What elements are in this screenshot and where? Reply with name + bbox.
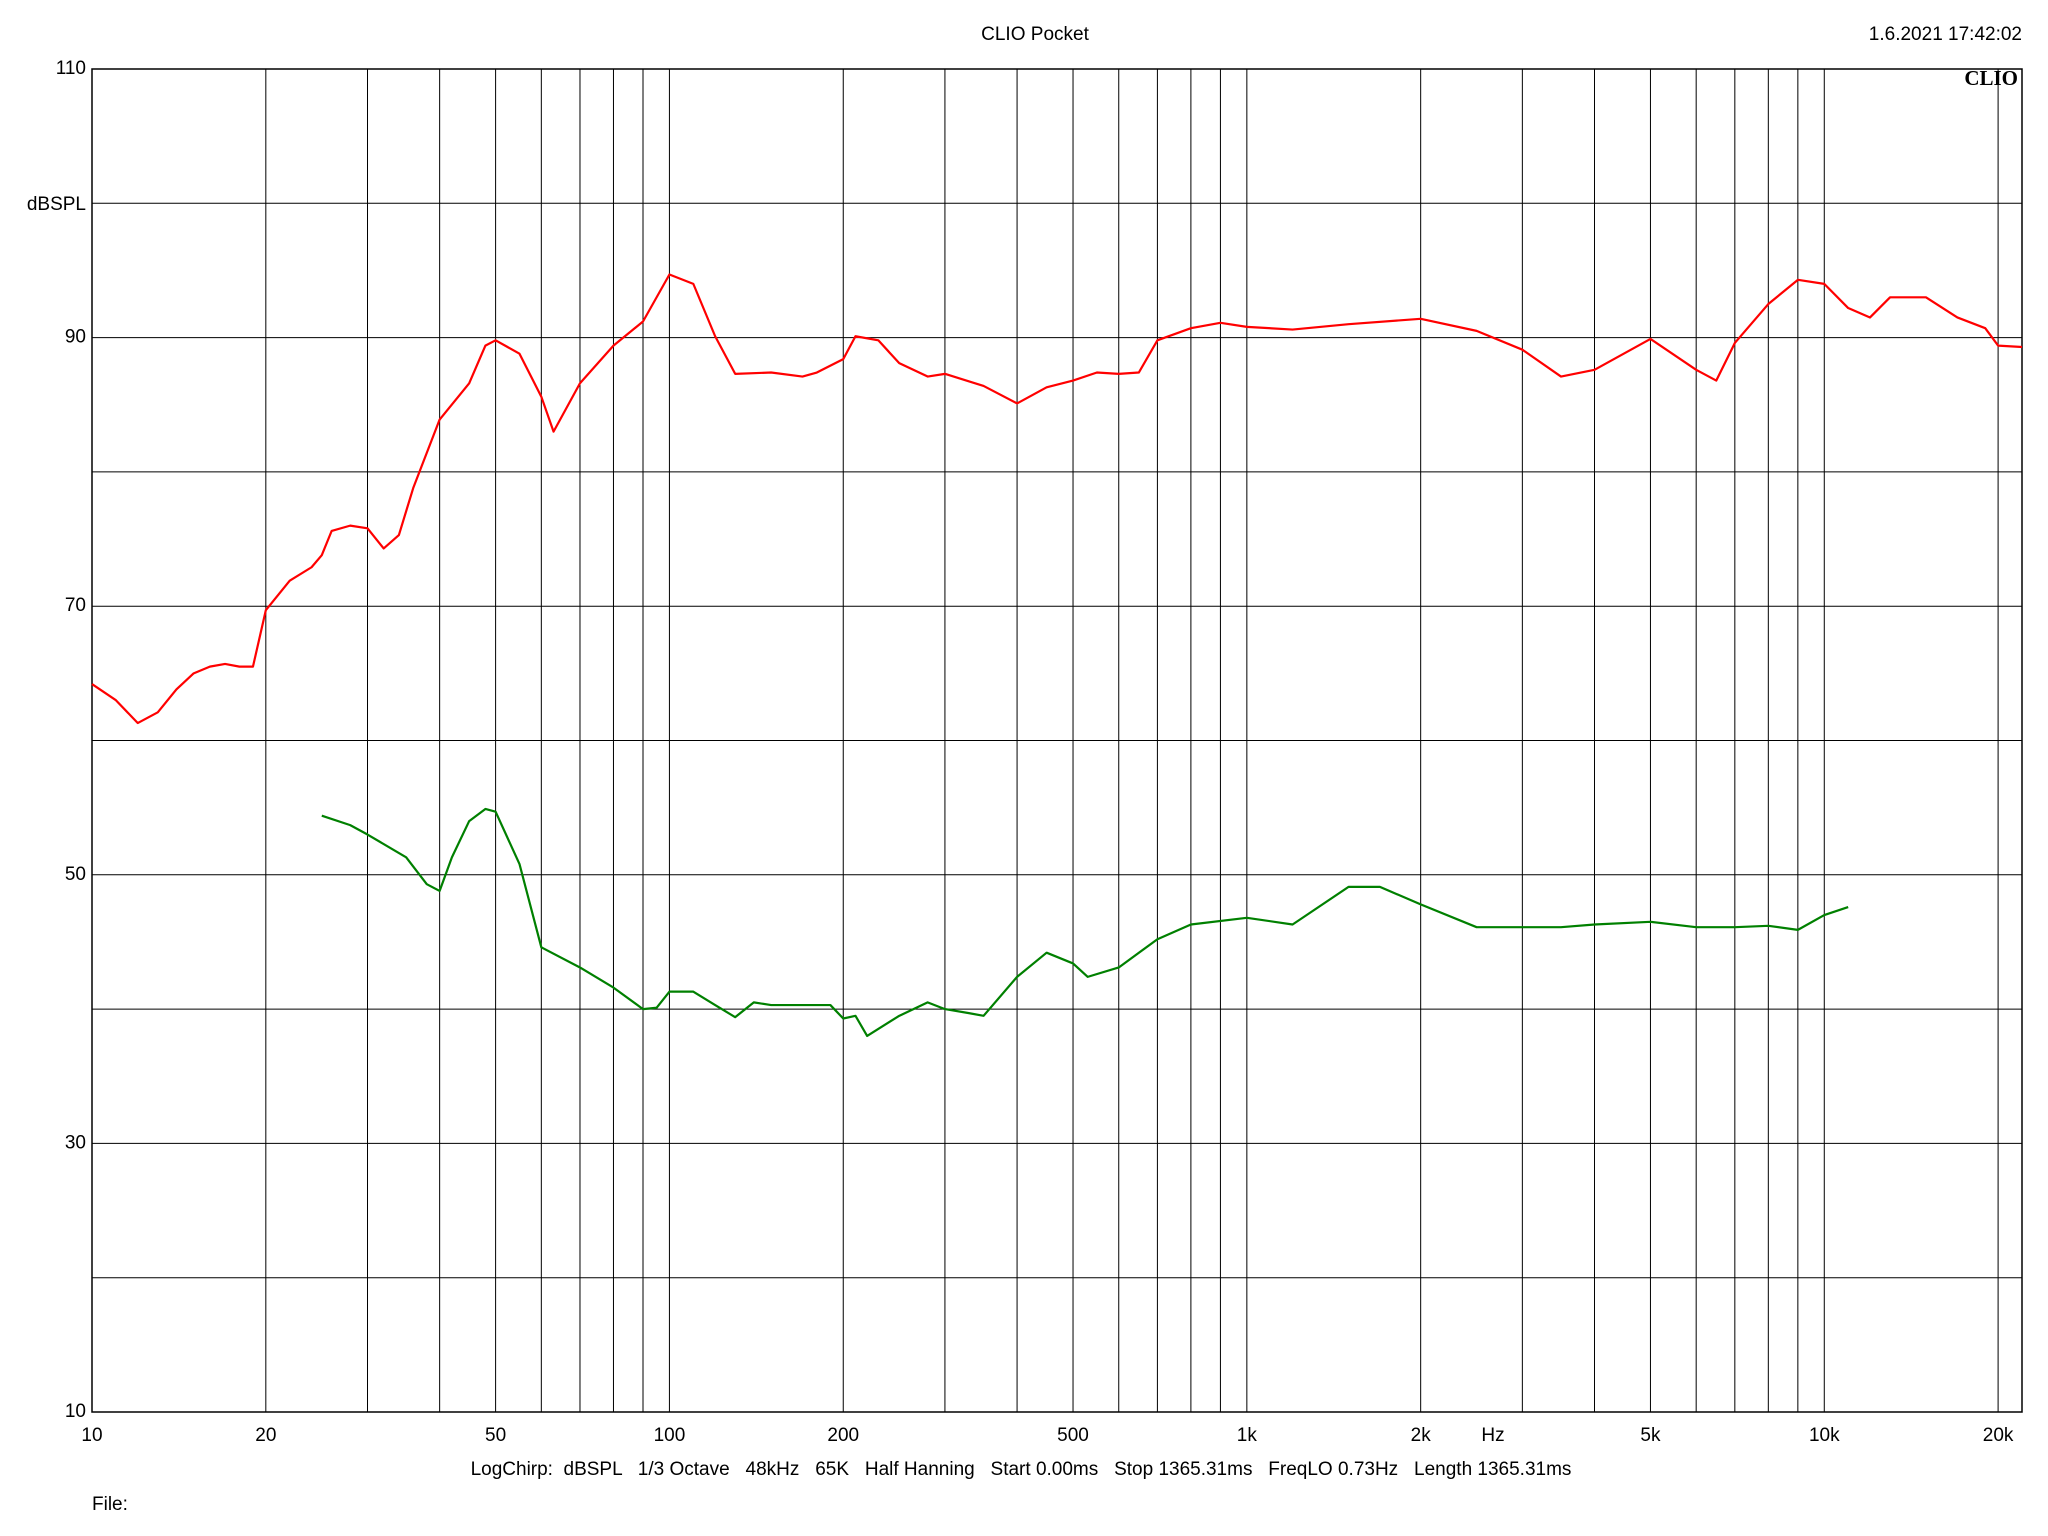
y-tick-label: 90 — [65, 327, 86, 348]
y-tick-label: 70 — [65, 595, 86, 616]
x-axis-label: Hz — [1481, 1425, 1504, 1446]
x-tick-label: 50 — [485, 1425, 506, 1446]
x-tick-label: 2k — [1411, 1425, 1432, 1446]
plot-frame — [91, 68, 2023, 1413]
x-tick-label: 1k — [1237, 1425, 1258, 1446]
series-line — [91, 273, 2023, 725]
y-tick-label: 110 — [56, 58, 86, 79]
file-label: File: — [92, 1494, 128, 1515]
x-tick-label: 20k — [1983, 1425, 2014, 1446]
y-tick-label: 10 — [65, 1401, 86, 1422]
x-tick-label: 10k — [1809, 1425, 1840, 1446]
y-tick-label: 30 — [65, 1132, 86, 1153]
chart-title: CLIO Pocket — [981, 24, 1089, 45]
x-tick-label: 500 — [1057, 1425, 1089, 1446]
logo: CLIO — [1964, 66, 2018, 90]
y-tick-label: 50 — [65, 864, 86, 885]
x-tick-label: 100 — [654, 1425, 686, 1446]
series-line — [321, 807, 1849, 1038]
footer: LogChirp: dBSPL 1/3 Octave 48kHz 65K Hal… — [471, 1459, 1572, 1480]
y-axis-label: dBSPL — [27, 194, 86, 215]
timestamp: 1.6.2021 17:42:02 — [1869, 24, 2022, 45]
x-tick-label: 200 — [827, 1425, 859, 1446]
x-tick-label: 20 — [255, 1425, 276, 1446]
x-tick-label: 5k — [1640, 1425, 1661, 1446]
x-tick-label: 10 — [81, 1425, 102, 1446]
